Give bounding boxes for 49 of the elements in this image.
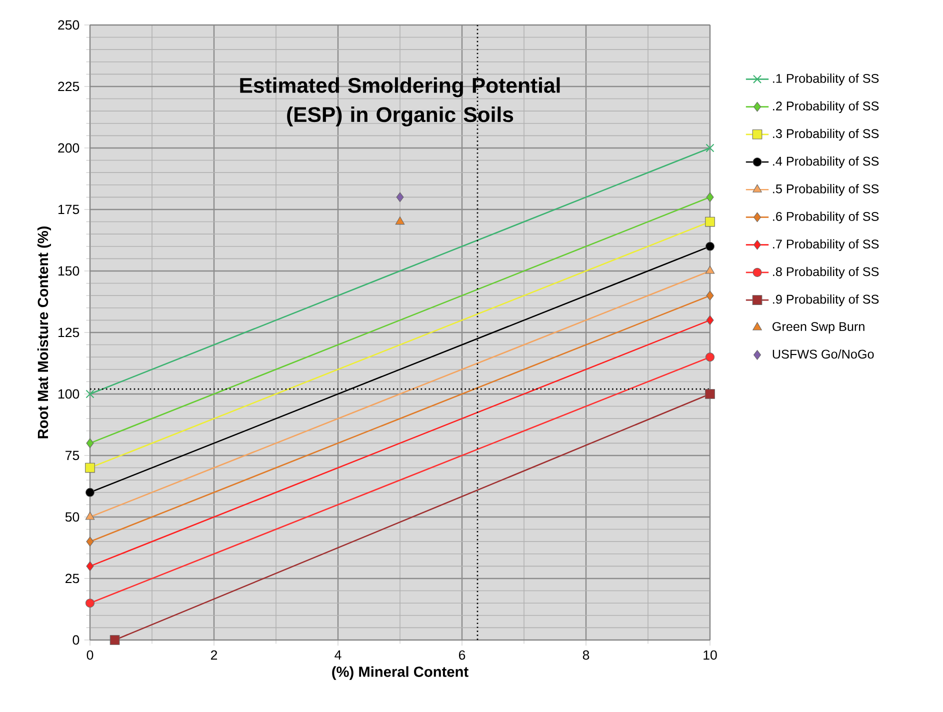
x-tick-label: 2 — [210, 650, 218, 660]
point — [110, 635, 120, 645]
legend-label: .2 Probability of SS — [773, 101, 879, 113]
y-tick-label: 175 — [58, 204, 80, 214]
y-tick-label: 25 — [66, 574, 80, 584]
point — [706, 290, 714, 300]
legend-label: .6 Probability of SS — [773, 212, 879, 224]
point — [705, 389, 715, 399]
point — [86, 536, 94, 546]
point — [86, 390, 94, 398]
legend-label: .8 Probability of SS — [773, 266, 879, 279]
y-tick-label: 200 — [58, 143, 80, 153]
legend-label: .9 Probability of SS — [773, 294, 879, 306]
y-axis-title: Root Mat Moisture Content (%) — [37, 226, 51, 438]
text: Estimated Smoldering Potential (ESP) in Organic Soils — [240, 77, 560, 126]
point — [86, 438, 94, 448]
point — [706, 315, 714, 326]
y-tick-label: 150 — [58, 266, 80, 276]
point — [85, 462, 95, 473]
y-tick-label: 100 — [58, 389, 80, 399]
x-tick-label: 4 — [334, 650, 342, 660]
x-tick-label: 0 — [86, 650, 94, 660]
point — [85, 488, 95, 497]
legend-label: .7 Probability of SS — [773, 239, 879, 252]
point — [85, 598, 95, 608]
x-tick-label: 8 — [582, 650, 590, 660]
y-tick-label: 125 — [58, 328, 80, 338]
point — [705, 352, 715, 362]
legend-label: .4 Probability of SS — [773, 156, 879, 168]
legend-label: Green Swp Burn — [772, 322, 864, 334]
point — [705, 242, 715, 251]
y-tick-label: 250 — [58, 20, 80, 30]
point — [705, 216, 715, 227]
y-tick-label: 225 — [58, 82, 80, 92]
x-tick-label: 6 — [458, 650, 466, 660]
point — [86, 561, 94, 572]
legend-label: .3 Probability of SS — [773, 128, 879, 141]
x-axis-title: (%) Mineral Content — [332, 666, 468, 680]
legend-label: .5 Probability of SS — [773, 184, 879, 196]
y-tick-label: 75 — [66, 450, 80, 460]
point — [395, 216, 405, 225]
y-tick-label: 0 — [72, 635, 80, 645]
y-tick-label: 50 — [65, 512, 80, 522]
legend-label: .1 Probability of SS — [773, 74, 879, 86]
x-tick-label: 10 — [704, 650, 717, 660]
point — [396, 192, 404, 202]
point — [706, 144, 714, 152]
legend-label: USFWS Go/NoGo — [772, 349, 874, 359]
point — [706, 192, 714, 202]
